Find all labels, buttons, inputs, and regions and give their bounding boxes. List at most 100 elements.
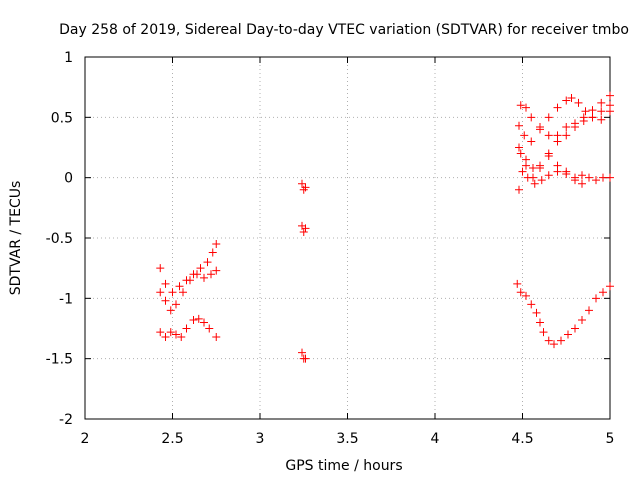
data-point [571,119,579,128]
data-point [544,336,553,345]
data-point [606,282,614,291]
data-point [544,113,553,122]
data-point [557,336,565,345]
data-point [606,91,614,100]
y-tick-label: 0 [64,171,73,187]
data-point [536,164,544,173]
data-point [567,94,576,103]
data-point [207,270,215,279]
data-point [522,291,530,300]
data-point [299,227,308,236]
data-point [522,103,530,112]
data-point [156,288,165,297]
data-point [196,264,205,273]
data-point [564,330,572,339]
data-point [527,113,536,122]
data-point [161,279,170,288]
scatter-markers [156,91,614,363]
data-point [550,340,558,349]
y-axis-label: SDTVAR / TECUs [8,181,24,296]
y-tick-label: 0.5 [51,110,73,126]
data-point [592,294,600,303]
data-point [585,306,593,315]
y-tick-label: 1 [64,50,73,66]
data-point [553,167,562,176]
data-point [172,330,180,339]
data-point [562,170,571,179]
x-tick-label: 3 [256,431,265,447]
data-point [298,179,306,188]
data-point [578,316,586,325]
data-point [592,176,600,185]
data-point [597,115,606,124]
data-point [529,164,537,173]
data-point [156,328,165,337]
data-point [203,258,212,267]
data-point [562,96,571,105]
data-point [599,173,607,182]
data-point [522,161,530,170]
data-point [527,137,536,146]
x-tick-label: 4.5 [511,431,533,447]
y-tick-label: -1.5 [46,352,73,368]
y-tick-label: -1 [59,291,73,307]
axis-ticks: 2 2.5 3 3.5 4 4.5 5 -2 -1.5 -1 -0.5 0 0.5 1 [46,50,615,447]
data-point [606,173,614,182]
data-point [175,282,184,291]
data-point [544,171,553,180]
data-point [177,332,186,341]
x-tick-label: 2 [81,431,90,447]
data-point [530,179,539,188]
y-tick-label: -2 [59,412,73,428]
data-point [161,332,170,341]
data-point [562,131,571,140]
data-point [599,288,607,297]
data-point [516,149,525,158]
data-point [574,98,583,107]
x-tick-label: 5 [606,431,615,447]
data-point [166,306,175,315]
data-point [301,224,310,233]
data-point [298,348,306,357]
data-point [516,288,525,297]
x-tick-label: 3.5 [336,431,358,447]
data-point [553,103,562,112]
data-point [585,173,593,182]
data-point [537,176,546,185]
data-point [172,300,180,309]
data-point [301,183,310,192]
data-point [212,240,221,249]
data-point [571,324,579,333]
data-point [194,314,203,323]
data-point [515,121,523,130]
data-point [156,264,165,273]
data-point [193,270,201,279]
grid [85,57,610,419]
data-point [515,143,523,152]
data-point [513,279,522,288]
data-point [588,106,597,115]
data-point [166,328,175,337]
data-point [523,173,532,182]
data-point [212,332,221,341]
data-point [200,318,208,327]
data-point [536,318,544,327]
data-point [597,107,606,116]
data-point [301,354,310,363]
data-point [527,300,536,309]
data-point [571,176,579,185]
data-point [518,167,527,176]
data-point [578,179,586,188]
data-point [562,122,571,131]
data-point [597,98,606,107]
x-tick-label: 4 [431,431,440,447]
data-point [588,113,597,122]
data-point [189,316,198,325]
data-point [544,131,553,140]
x-tick-label: 2.5 [161,431,183,447]
data-point [515,185,523,194]
data-point [168,288,177,297]
data-point [208,248,217,257]
